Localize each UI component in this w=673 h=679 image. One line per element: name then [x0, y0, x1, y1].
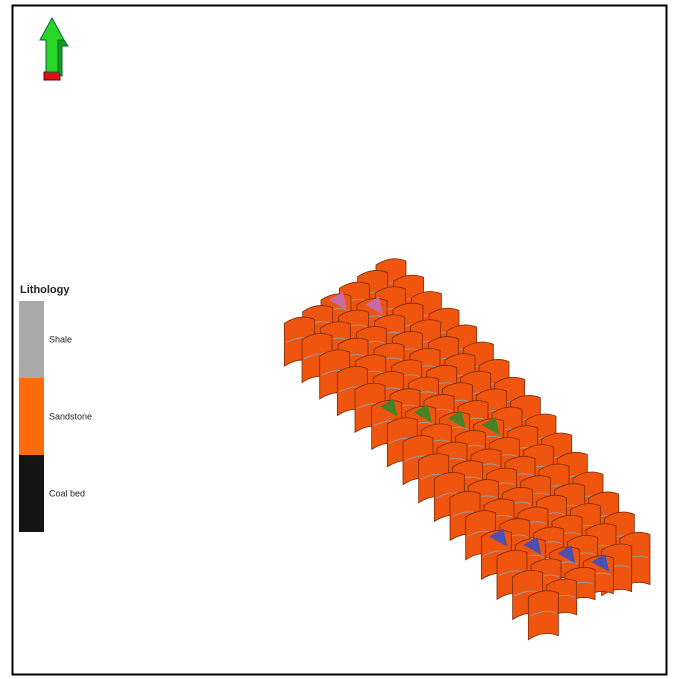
legend-swatch: [19, 378, 44, 455]
viewer: Lithology Shale Sandstone Coal bed: [0, 0, 673, 679]
legend-label: Sandstone: [49, 412, 92, 422]
scene: Lithology Shale Sandstone Coal bed: [0, 0, 673, 679]
legend-label: Coal bed: [49, 489, 85, 499]
legend-swatch: [19, 301, 44, 378]
legend-swatch: [19, 455, 44, 532]
legend-title: Lithology: [20, 284, 70, 296]
legend-label: Shale: [49, 335, 72, 345]
